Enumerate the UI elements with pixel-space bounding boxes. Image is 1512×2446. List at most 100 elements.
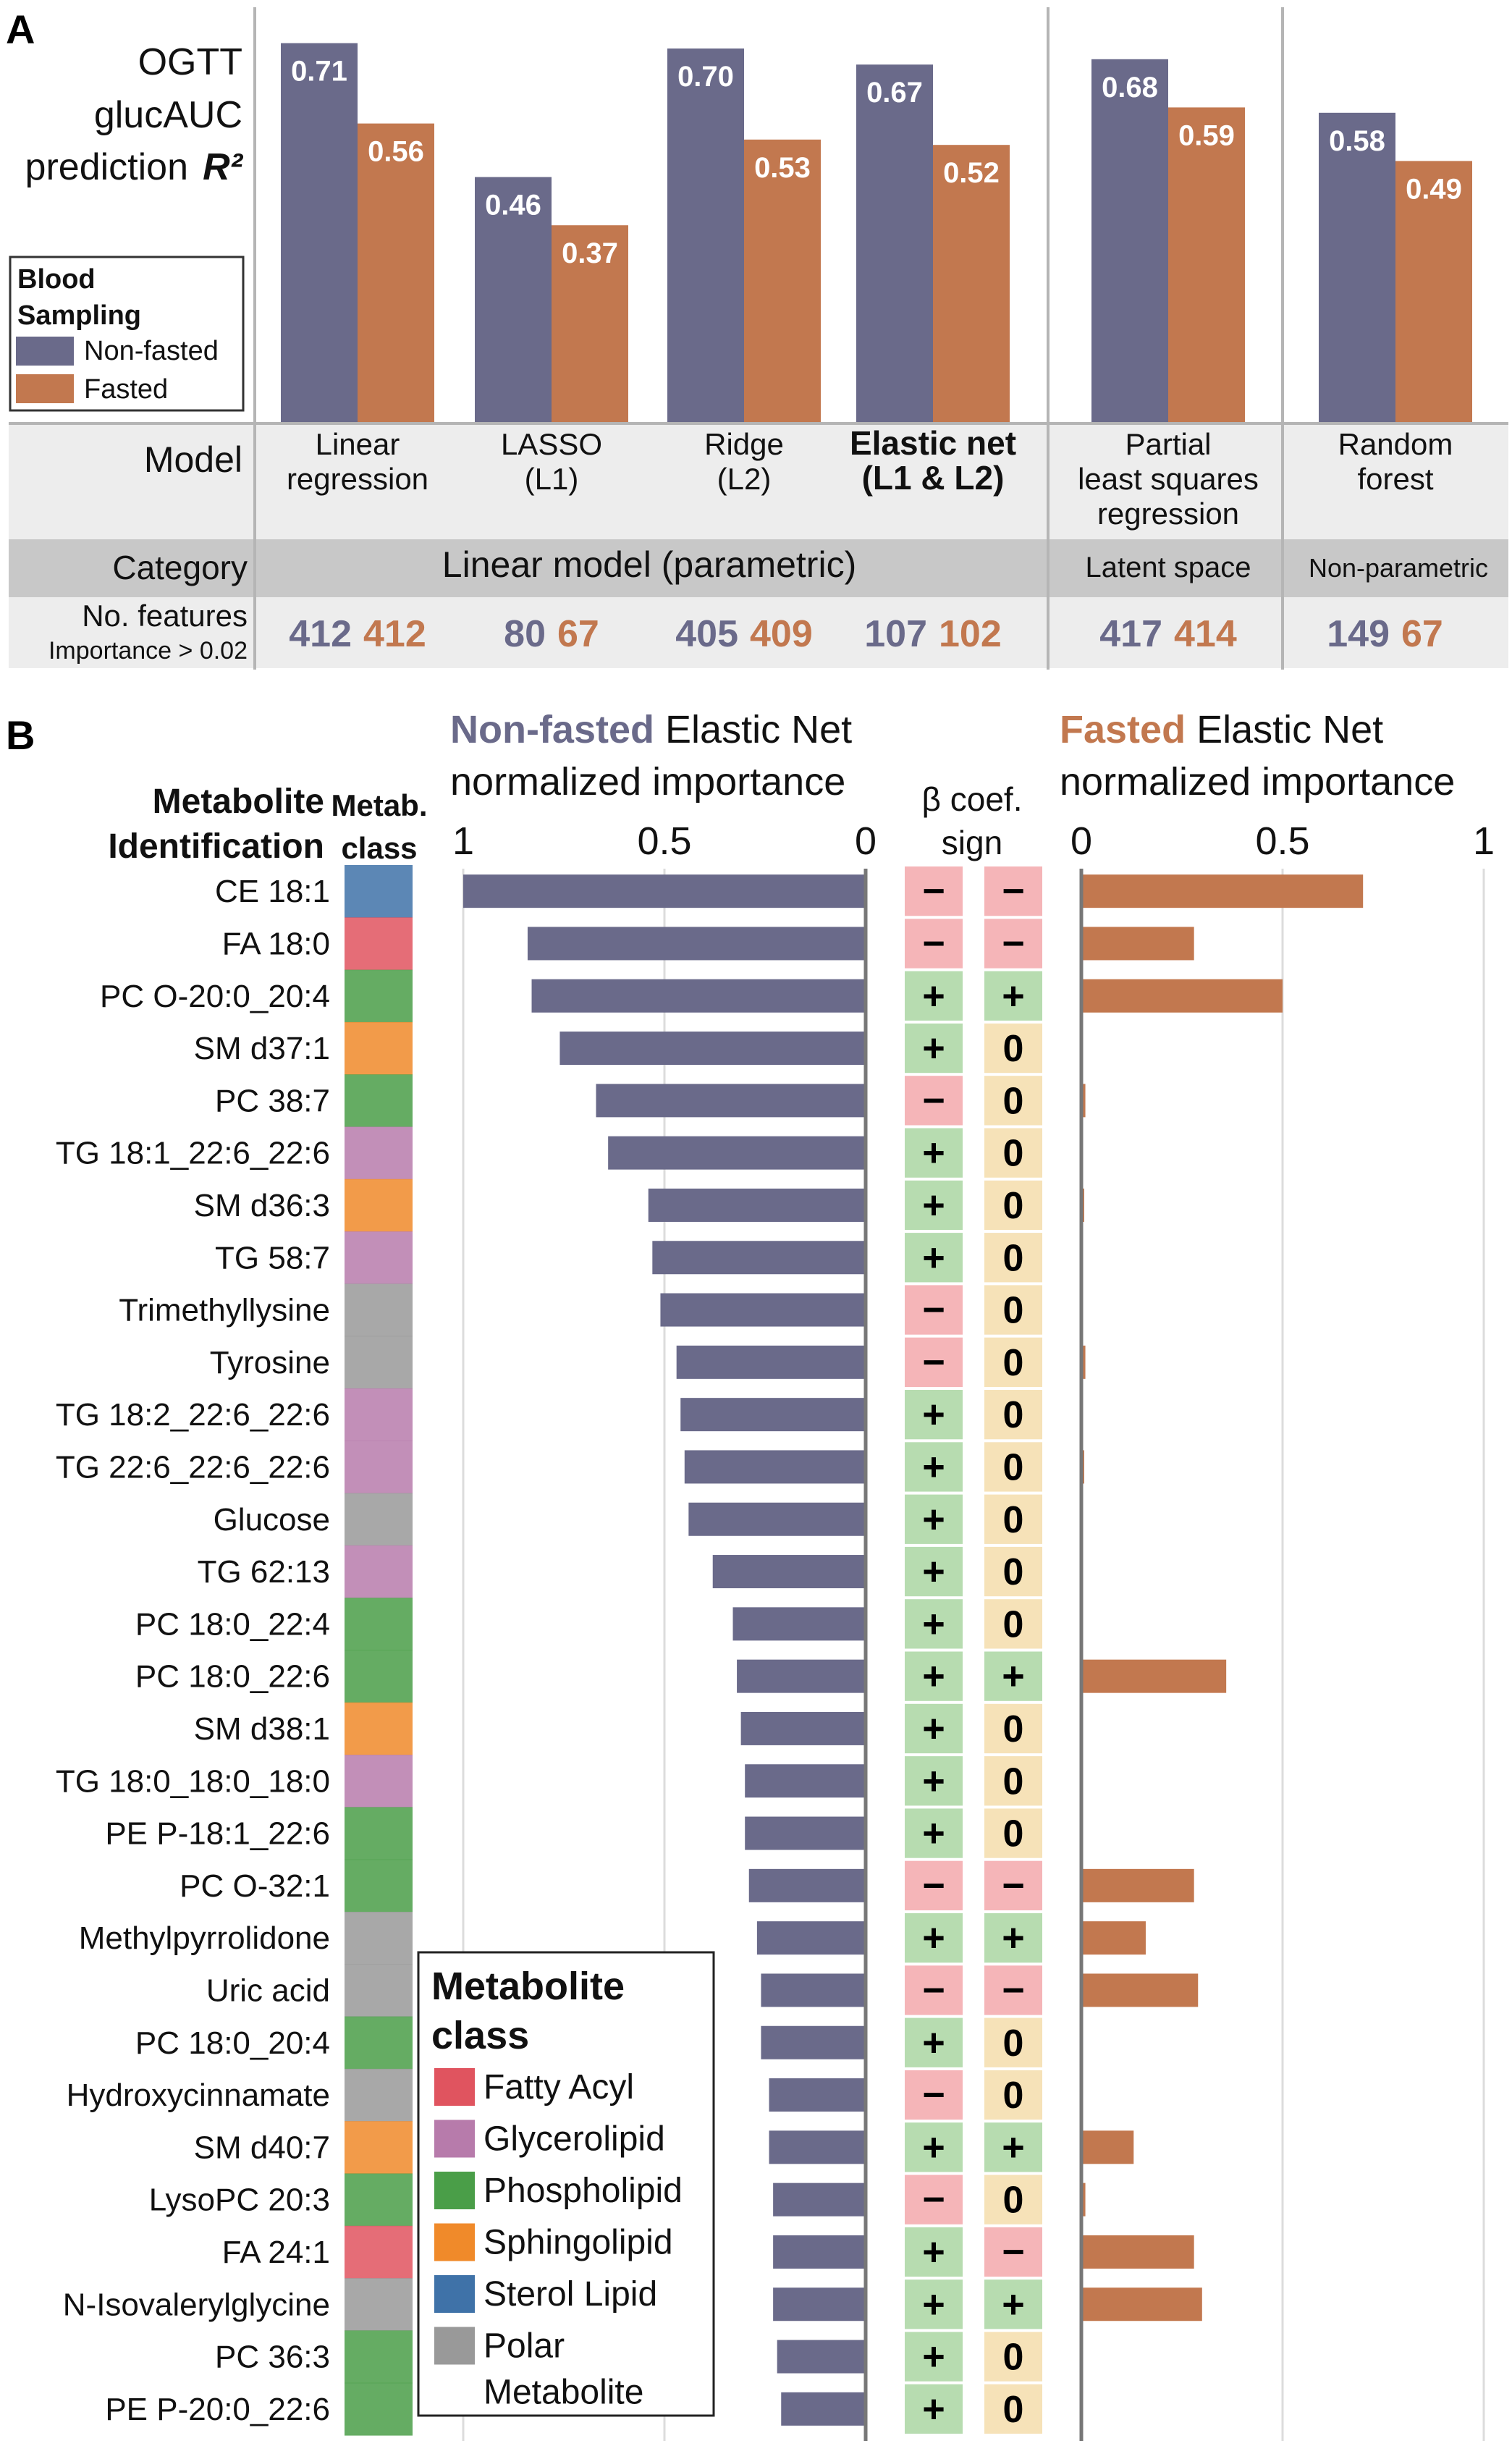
beta-sign-cell-non-fasted-sm-d36-3 [905, 1180, 963, 1231]
beta-sign-cell-non-fasted-pe-p-18-1-22-6 [905, 1808, 963, 1858]
metabolite-label-tg-18-0-18-0-18-0: TG 18:0_18:0_18:0 [56, 1763, 330, 1799]
nonfasted-bar-ce-18-1 [463, 874, 866, 908]
beta-sign-fasted-glucose: 0 [1003, 1499, 1024, 1541]
beta-sign-non-fasted-pc-18-0-22-4: + [922, 1602, 945, 1645]
nonfasted-tick-0: 0 [855, 819, 877, 863]
nonfasted-tick-05: 0.5 [637, 819, 691, 863]
beta-sign-cell-fasted-sm-d38-1 [984, 1703, 1042, 1754]
fasted-bar-sm-d40-7 [1081, 2130, 1134, 2164]
bar-partial-least-squares-regression-non-fasted [1091, 59, 1168, 424]
fasted-title-colored: Fasted [1060, 708, 1186, 751]
legend-swatch-fasted [16, 374, 74, 403]
beta-header-2: sign [942, 824, 1002, 861]
nonfasted-bar-tg-18-2-22-6-22-6 [680, 1398, 866, 1432]
class-cell-pc-36-3 [345, 2330, 413, 2384]
beta-sign-cell-fasted-tyrosine [984, 1337, 1042, 1387]
beta-sign-cell-fasted-pc-18-0-22-6 [984, 1651, 1042, 1701]
nonfasted-bar-pc-18-0-22-4 [732, 1607, 866, 1641]
metab-legend-swatch-fatty-acyl [434, 2068, 475, 2106]
nonfasted-title-colored: Non-fasted [450, 708, 654, 751]
beta-sign-cell-non-fasted-pc-o-20-0-20-4 [905, 971, 963, 1021]
beta-sign-cell-fasted-methylpyrrolidone [984, 1913, 1042, 1963]
fasted-tick-0: 0 [1070, 819, 1092, 863]
beta-sign-fasted-ce-18-1: − [1002, 869, 1025, 913]
beta-sign-cell-non-fasted-tg-18-2-22-6-22-6 [905, 1390, 963, 1440]
nonfasted-bar-tg-58-7 [652, 1241, 866, 1275]
nonfasted-bar-tg-22-6-22-6-22-6 [684, 1450, 866, 1484]
metab-legend-swatch-glycerolipid [434, 2120, 475, 2158]
panel-b-label: B [6, 712, 35, 758]
nonfasted-bar-pe-p-18-1-22-6 [745, 1816, 866, 1850]
fasted-bar-fa-24-1 [1081, 2235, 1194, 2269]
nonfasted-bar-trimethyllysine [660, 1293, 866, 1327]
nonfasted-bar-fa-18-0 [527, 927, 866, 961]
metabolite-label-pc-o-20-0-20-4: PC O-20:0_20:4 [100, 979, 330, 1014]
beta-sign-non-fasted-methylpyrrolidone: + [922, 1916, 945, 1960]
beta-sign-cell-non-fasted-tg-18-0-18-0-18-0 [905, 1756, 963, 1806]
class-cell-sm-d37-1 [345, 1021, 413, 1075]
fasted-bar-fa-18-0 [1081, 927, 1194, 961]
bar-ridge-l2-non-fasted [667, 49, 744, 423]
metab-legend-swatch-phospholipid [434, 2172, 475, 2209]
table-model-header: Model [144, 439, 242, 480]
class-cell-pc-o-32-1 [345, 1859, 413, 1912]
beta-sign-fasted-pc-36-3: 0 [1003, 2337, 1024, 2379]
bar-value-label-lasso-l1-fasted: 0.37 [562, 237, 618, 269]
class-header-1: Metab. [331, 788, 427, 822]
beta-sign-cell-fasted-glucose [984, 1494, 1042, 1544]
class-cell-tg-18-1-22-6-22-6 [345, 1126, 413, 1180]
beta-sign-fasted-trimethyllysine: 0 [1003, 1290, 1024, 1332]
metabolite-label-sm-d40-7: SM d40:7 [194, 2130, 330, 2165]
beta-sign-cell-fasted-fa-24-1 [984, 2227, 1042, 2277]
beta-sign-fasted-pe-p-20-0-22-6: 0 [1003, 2389, 1024, 2431]
beta-sign-non-fasted-pc-o-20-0-20-4: + [922, 974, 945, 1018]
nonfasted-title-line2: normalized importance [450, 760, 845, 804]
features-nonfasted-ridge-l2: 405 [675, 613, 738, 655]
class-cell-pe-p-20-0-22-6 [345, 2382, 413, 2436]
beta-sign-non-fasted-tg-58-7: + [922, 1236, 945, 1279]
beta-sign-cell-fasted-hydroxycinnamate [984, 2070, 1042, 2120]
table-features-header: No. features [82, 599, 248, 633]
bar-value-label-elastic-net-l1-l2-fasted: 0.52 [943, 157, 1000, 189]
panel-a-legend: Blood Sampling Non-fasted Fasted [9, 256, 245, 412]
panel-a-legend-title-1: Blood [17, 264, 96, 295]
nonfasted-tick-1: 1 [452, 819, 474, 863]
nonfasted-bar-sm-d40-7 [769, 2130, 866, 2164]
class-cell-uric-acid [345, 1964, 413, 2017]
beta-sign-fasted-pc-o-20-0-20-4: + [1002, 974, 1025, 1018]
bar-lasso-l1-fasted [552, 225, 628, 423]
nonfasted-bar-n-isovalerylglycine [773, 2287, 866, 2321]
features-fasted-elastic-net-l1-l2: 102 [939, 613, 1002, 655]
features-fasted-random-forest: 67 [1401, 613, 1443, 655]
model-label-elastic-net-l1-l2-line-1: Elastic net [850, 424, 1016, 462]
beta-sign-cell-fasted-tg-18-1-22-6-22-6 [984, 1128, 1042, 1178]
beta-sign-fasted-pc-o-32-1: − [1002, 1864, 1025, 1907]
beta-sign-fasted-tg-18-1-22-6-22-6: 0 [1003, 1133, 1024, 1175]
class-cell-pc-38-7 [345, 1074, 413, 1128]
beta-sign-cell-non-fasted-ce-18-1 [905, 866, 963, 916]
nonfasted-bar-sm-d38-1 [740, 1711, 866, 1745]
fasted-bar-n-isovalerylglycine [1081, 2287, 1202, 2321]
nonfasted-bar-tg-62-13 [712, 1555, 866, 1589]
beta-sign-cell-non-fasted-tg-18-1-22-6-22-6 [905, 1128, 963, 1178]
beta-sign-non-fasted-hydroxycinnamate: − [922, 2073, 945, 2117]
class-cell-tg-18-0-18-0-18-0 [345, 1755, 413, 1808]
metabolite-label-pc-18-0-20-4: PC 18:0_20:4 [135, 2025, 330, 2061]
nonfasted-bar-tg-18-1-22-6-22-6 [608, 1136, 866, 1170]
nonfasted-bar-pc-o-20-0-20-4 [531, 979, 866, 1013]
beta-sign-cell-non-fasted-fa-24-1 [905, 2227, 963, 2277]
beta-sign-cell-fasted-pc-38-7 [984, 1076, 1042, 1126]
beta-sign-cell-fasted-fa-18-0 [984, 919, 1042, 969]
beta-sign-non-fasted-pc-18-0-20-4: + [922, 2021, 945, 2065]
class-cell-fa-18-0 [345, 917, 413, 971]
class-cell-methylpyrrolidone [345, 1912, 413, 1965]
class-cell-trimethyllysine [345, 1283, 413, 1337]
class-cell-tg-58-7 [345, 1231, 413, 1284]
panel-a-label: A [6, 7, 35, 52]
class-cell-pc-18-0-22-6 [345, 1650, 413, 1703]
beta-sign-cell-fasted-pe-p-18-1-22-6 [984, 1808, 1042, 1858]
beta-sign-fasted-pc-18-0-22-4: 0 [1003, 1603, 1024, 1645]
class-cell-n-isovalerylglycine [345, 2278, 413, 2331]
fasted-tick-05: 0.5 [1255, 819, 1309, 863]
beta-sign-non-fasted-fa-24-1: + [922, 2230, 945, 2274]
